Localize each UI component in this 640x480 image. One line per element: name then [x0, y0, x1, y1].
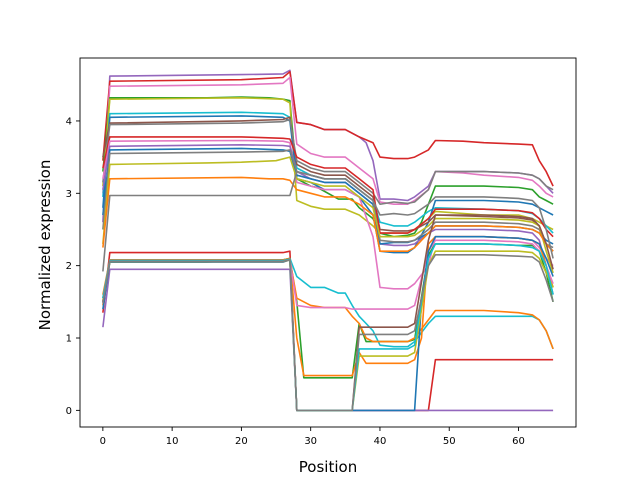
plot-frame: [79, 57, 577, 428]
y-tick-label: 3: [66, 189, 72, 200]
x-tick-label: 60: [512, 436, 525, 447]
x-axis-label: Position: [299, 458, 357, 476]
x-tick-label: 30: [304, 436, 317, 447]
series-line-9: [102, 118, 554, 205]
y-axis-label: Normalized expression: [36, 160, 54, 331]
series-line-14: [102, 149, 554, 249]
axes-layer: 0 10 20 30 40 50 60 0 1 2 3 4: [66, 57, 577, 447]
y-tick-label: 1: [66, 334, 72, 345]
x-tick-label: 0: [100, 436, 106, 447]
y-tick-label: 0: [66, 406, 72, 417]
x-tick-label: 40: [374, 436, 387, 447]
series-line-17: [102, 170, 554, 272]
series-line-29: [102, 254, 554, 412]
series-line-16: [102, 176, 554, 252]
x-tick-label: 50: [443, 436, 456, 447]
y-tick-label: 2: [66, 261, 72, 272]
series-layer: [102, 69, 554, 412]
x-tick-label: 10: [166, 436, 179, 447]
series-line-10: [102, 136, 554, 238]
y-tick-label: 4: [66, 116, 72, 127]
series-line-2: [102, 70, 554, 187]
x-tick-label: 20: [235, 436, 248, 447]
series-line-15: [102, 156, 554, 274]
